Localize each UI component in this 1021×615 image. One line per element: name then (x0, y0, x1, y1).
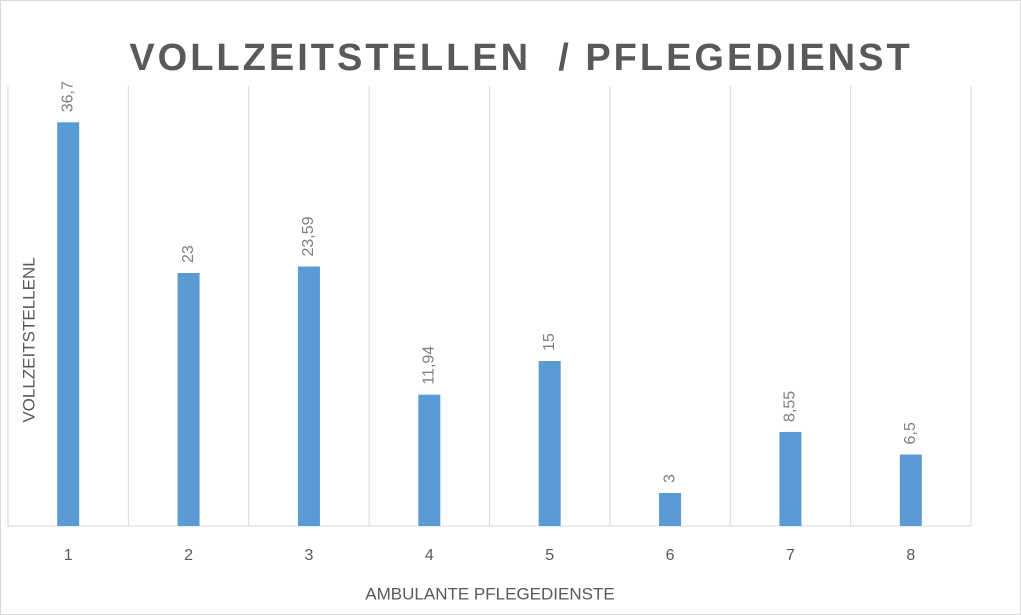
x-tick-label: 8 (906, 547, 915, 564)
x-tick-label: 2 (184, 547, 193, 564)
x-tick-label: 5 (545, 547, 554, 564)
data-label: 23 (180, 245, 197, 263)
data-label: 8,55 (782, 391, 799, 422)
data-label: 3 (661, 474, 678, 483)
x-tick-label: 3 (304, 547, 313, 564)
data-label: 36,7 (59, 81, 76, 112)
x-tick-label: 4 (425, 547, 434, 564)
bar (297, 266, 320, 526)
y-axis-label: VOLLZEITSTELLENL (19, 257, 38, 422)
data-label: 11,94 (421, 346, 438, 385)
bar (899, 454, 922, 526)
bar (57, 122, 80, 527)
x-tick-label: 6 (666, 547, 675, 564)
x-tick-label: 1 (64, 547, 73, 564)
chart-title: VOLLZEITSTELLEN / PFLEGEDIENST (129, 37, 912, 79)
data-label: 6,5 (902, 422, 919, 444)
bar (538, 361, 561, 526)
bar (177, 273, 200, 526)
bar (779, 431, 802, 526)
x-tick-label: 7 (786, 547, 795, 564)
data-label: 23,59 (300, 216, 317, 256)
x-axis-label: AMBULANTE PFLEGEDIENSTE (365, 584, 614, 603)
bar (659, 493, 682, 526)
data-label: 15 (541, 333, 558, 351)
bar (418, 394, 441, 526)
